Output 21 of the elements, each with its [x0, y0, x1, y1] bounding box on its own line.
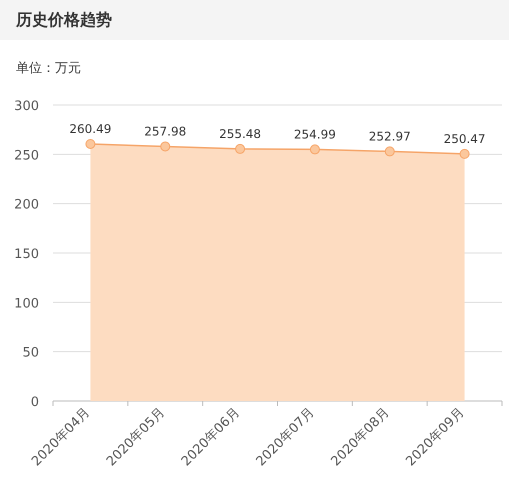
data-label: 255.48 [219, 126, 262, 141]
y-tick-label: 50 [22, 346, 39, 361]
chart-title: 历史价格趋势 [15, 10, 112, 29]
data-label: 250.47 [444, 132, 486, 146]
y-tick-label: 300 [14, 99, 39, 114]
point [310, 144, 320, 154]
y-tick-label: 0 [30, 395, 39, 410]
point [85, 138, 96, 149]
point [384, 146, 395, 156]
point [235, 144, 246, 154]
y-tick-label: 200 [14, 198, 39, 213]
data-label: 257.98 [144, 124, 186, 138]
data-label: 260.49 [69, 122, 112, 136]
y-tick-label: 250 [14, 148, 39, 164]
data-label: 252.97 [368, 129, 411, 144]
data-label: 254.99 [294, 127, 336, 142]
y-tick-label: 150 [14, 247, 39, 262]
point [160, 141, 170, 152]
y-tick-label: 100 [14, 296, 39, 312]
point [460, 148, 470, 159]
chart-subtitle: 单位：万元 [16, 61, 81, 76]
